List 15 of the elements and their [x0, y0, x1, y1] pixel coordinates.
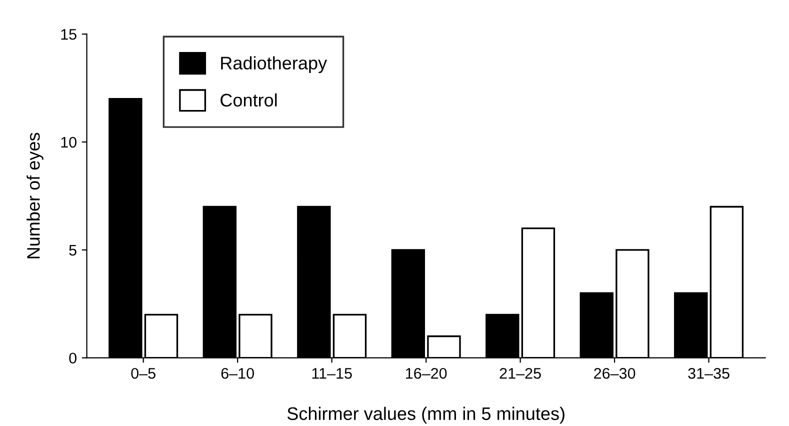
- x-tick-label: 16–20: [406, 368, 447, 379]
- x-tick-label: 0–5: [131, 368, 156, 379]
- legend-label: Control: [220, 93, 277, 107]
- x-tick-label: 26–30: [594, 368, 636, 379]
- y-tick-label: 5: [69, 244, 76, 256]
- x-tick-label: 21–25: [500, 368, 541, 379]
- x-tick-label: 11–15: [312, 368, 352, 379]
- x-axis-title: Schirmer values (mm in 5 minutes): [287, 406, 564, 424]
- x-tick-label: 6–10: [221, 368, 254, 379]
- legend-label: Radiotherapy: [221, 56, 328, 74]
- y-tick-label: 10: [61, 136, 76, 148]
- x-tick-label: 31–35: [688, 368, 730, 379]
- y-tick-label: 15: [61, 29, 76, 40]
- y-tick-label: 0: [69, 352, 76, 364]
- y-axis-title: Number of eyes: [26, 132, 44, 258]
